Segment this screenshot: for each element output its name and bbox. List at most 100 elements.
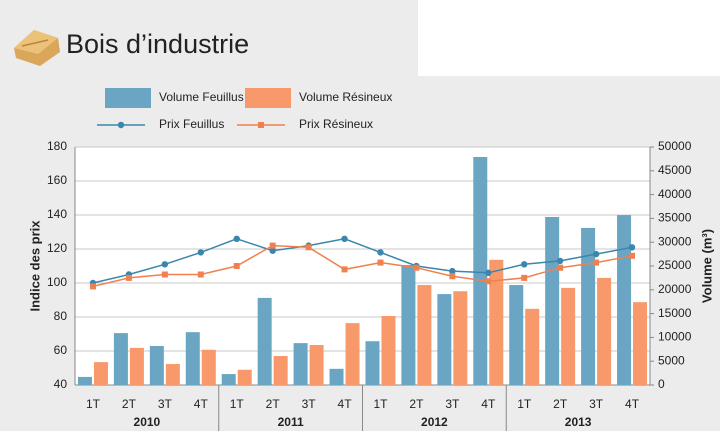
y2-tick-label: 0 [658,377,665,391]
legend-label: Volume Résineux [299,90,392,104]
bar [473,156,488,385]
x-group-label: 2011 [278,415,304,429]
marker [233,263,240,269]
y-tick-label: 180 [47,139,67,153]
x-group-label: 2010 [134,415,161,429]
marker [161,261,169,268]
bar [437,294,452,385]
marker [197,249,204,256]
marker [628,244,636,251]
bar [597,277,612,385]
marker [341,235,348,242]
x-tick-label: 4T [481,397,496,411]
chart-title: Bois d’industrie [66,29,249,59]
bar [165,364,180,385]
marker [197,271,204,278]
marker [233,235,240,242]
y2-tick-label: 5000 [658,353,685,367]
y-tick-label: 40 [54,377,68,391]
bar [329,368,344,385]
x-tick-label: 1T [517,397,532,411]
bar [93,362,108,385]
x-tick-label: 4T [194,397,209,411]
bar [381,315,396,385]
y-tick-label: 120 [47,241,67,255]
marker [557,264,564,271]
marker [89,283,96,290]
y-tick-label: 100 [47,275,67,289]
bar [545,216,560,385]
bar [293,343,308,385]
x-tick-label: 2T [122,397,137,411]
y2-tick-label: 25000 [658,258,692,272]
legend-label: Prix Résineux [299,117,373,131]
bar [185,332,200,385]
bar [617,215,632,385]
marker [593,259,600,266]
y2-tick-label: 50000 [658,139,692,153]
bar [113,333,128,385]
marker [485,269,492,276]
x-tick-label: 2T [266,397,281,411]
marker [629,252,636,259]
x-tick-label: 4T [625,397,640,411]
bar [77,376,92,385]
y-tick-label: 60 [54,343,68,357]
x-group-label: 2013 [565,415,592,429]
bar [221,374,236,385]
y-tick-label: 80 [54,309,68,323]
x-tick-label: 4T [338,397,353,411]
bar [273,355,288,385]
marker [125,274,132,281]
bar [453,291,468,385]
y2-tick-label: 40000 [658,187,692,201]
header-blank [418,0,720,76]
marker [161,271,168,278]
y2-tick-label: 45000 [658,163,692,177]
bar [489,259,504,385]
y-axis-label: Indice des prix [27,220,42,312]
y2-axis-label: Volume (m³) [699,229,714,303]
y-tick-label: 140 [47,207,67,221]
bar [525,308,540,385]
bar [633,302,648,385]
bar [509,285,524,385]
marker [377,259,384,266]
x-tick-label: 3T [302,397,317,411]
marker [556,257,564,265]
bar [365,341,380,385]
x-tick-label: 1T [230,397,245,411]
y2-tick-label: 20000 [658,282,692,296]
marker [485,278,492,285]
legend-label: Volume Feuillus [159,90,244,104]
marker [269,242,276,249]
legend-label: Prix Feuillus [159,117,224,131]
line [92,238,633,284]
legend-marker [117,121,125,129]
bar [401,265,416,385]
marker [592,250,600,258]
x-tick-label: 3T [158,397,173,411]
y2-tick-label: 35000 [658,211,692,225]
bar [201,349,216,385]
marker [341,266,348,273]
x-tick-label: 3T [589,397,604,411]
y2-tick-label: 15000 [658,306,692,320]
x-group-label: 2012 [421,415,448,429]
legend-marker [258,122,264,128]
y-tick-label: 160 [47,173,67,187]
y2-tick-label: 30000 [658,234,692,248]
bar [417,285,432,385]
marker [377,249,384,256]
marker [449,273,456,280]
legend-swatch [245,88,291,108]
y2-tick-label: 10000 [658,330,692,344]
marker [305,244,312,251]
title-icon [14,30,60,66]
bar [309,345,324,385]
marker [413,264,420,271]
marker [269,247,276,254]
bar [149,345,164,385]
bar [257,297,272,385]
